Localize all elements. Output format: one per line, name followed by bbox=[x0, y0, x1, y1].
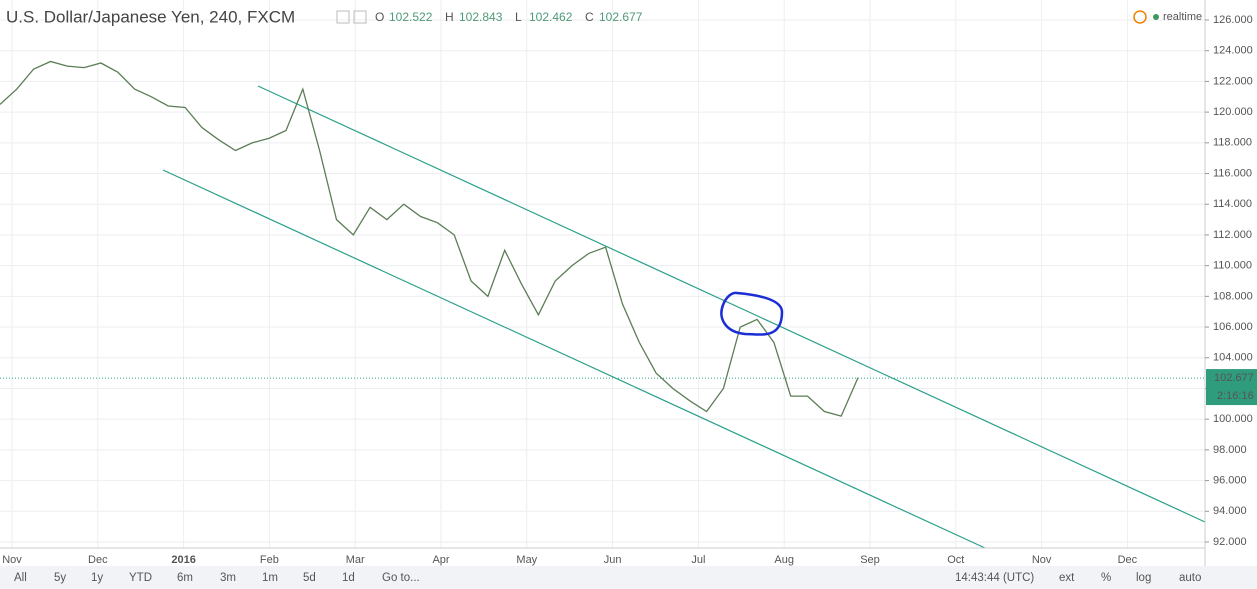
channel-upper bbox=[257, 85, 1206, 523]
price-line bbox=[0, 60, 859, 417]
ohlc-key: C bbox=[585, 10, 594, 24]
y-tick-label: 126.000 bbox=[1213, 14, 1253, 26]
y-tick-label: 98.000 bbox=[1213, 444, 1247, 456]
ohlc-value: 102.677 bbox=[599, 10, 643, 24]
status-dot bbox=[1153, 14, 1159, 20]
y-tick-label: 94.000 bbox=[1213, 505, 1247, 517]
y-tick-label: 104.000 bbox=[1213, 352, 1253, 364]
x-tick-label: Nov bbox=[1032, 554, 1052, 566]
x-tick-label: Oct bbox=[947, 554, 964, 566]
x-tick-label: Feb bbox=[260, 554, 279, 566]
ohlc-value: 102.843 bbox=[459, 10, 503, 24]
x-tick-label: Aug bbox=[774, 554, 794, 566]
ohlc-value: 102.522 bbox=[389, 10, 433, 24]
y-tick-label: 112.000 bbox=[1213, 229, 1252, 241]
y-tick-label: 124.000 bbox=[1213, 45, 1253, 57]
y-tick-label: 122.000 bbox=[1213, 75, 1253, 87]
x-tick-label: May bbox=[516, 554, 537, 566]
countdown: 2:16:16 bbox=[1217, 390, 1254, 402]
channel-lower bbox=[162, 169, 986, 549]
range-button[interactable]: 3m bbox=[220, 572, 236, 584]
y-tick-label: 114.000 bbox=[1213, 198, 1252, 210]
toolbar-buttons: All 5y 1y YTD 6m 3m 1m 5d 1d Go to... ext% log auto bbox=[14, 572, 1201, 584]
scale-button[interactable]: % bbox=[1101, 572, 1111, 584]
icon[interactable] bbox=[336, 10, 350, 24]
x-tick-label: 2016 bbox=[171, 554, 195, 566]
ohlc-key: O bbox=[375, 10, 384, 24]
x-tick-label: Sep bbox=[860, 554, 880, 566]
ohlc-key: H bbox=[445, 10, 454, 24]
range-button[interactable]: 1d bbox=[342, 572, 355, 584]
y-tick-label: 100.000 bbox=[1213, 413, 1253, 425]
range-button[interactable]: 1y bbox=[91, 572, 103, 584]
y-tick-label: 106.000 bbox=[1213, 321, 1253, 333]
clock: 14:43:44 (UTC) bbox=[955, 572, 1034, 584]
y-tick-label: 116.000 bbox=[1213, 167, 1252, 179]
scale-button[interactable]: auto bbox=[1179, 572, 1201, 584]
toolbar bbox=[0, 566, 1257, 589]
x-tick-label: Nov bbox=[2, 554, 22, 566]
range-button[interactable]: 5y bbox=[54, 572, 66, 584]
range-button[interactable]: Go to... bbox=[382, 572, 420, 584]
range-button[interactable]: 5d bbox=[303, 572, 316, 584]
range-button[interactable]: 1m bbox=[262, 572, 278, 584]
scale-button[interactable]: ext bbox=[1059, 572, 1075, 584]
axes: 92.00094.00096.00098.000100.000102.00010… bbox=[2, 14, 1257, 566]
icon[interactable] bbox=[353, 10, 367, 24]
marks bbox=[0, 60, 1205, 417]
x-tick-label: Apr bbox=[432, 554, 449, 566]
ohlc: O 102.522 H 102.843 L 102.462 C 102.677 bbox=[375, 10, 643, 24]
y-tick-label: 118.000 bbox=[1213, 137, 1252, 149]
highlight-circle bbox=[720, 291, 784, 336]
x-tick-label: Jun bbox=[604, 554, 622, 566]
last-price-box bbox=[1206, 369, 1257, 406]
last-price-label: 102.677 bbox=[1214, 372, 1254, 384]
y-tick-label: 120.000 bbox=[1213, 106, 1253, 118]
x-tick-label: Mar bbox=[346, 554, 365, 566]
x-tick-label: Dec bbox=[88, 554, 108, 566]
x-tick-label: Dec bbox=[1118, 554, 1138, 566]
alert-icon[interactable] bbox=[1133, 10, 1147, 24]
range-button[interactable]: 6m bbox=[177, 572, 193, 584]
y-tick-label: 108.000 bbox=[1213, 290, 1253, 302]
status: realtime bbox=[1163, 11, 1202, 23]
y-tick-label: 110.000 bbox=[1213, 260, 1252, 272]
chart-title: U.S. Dollar/Japanese Yen, 240, FXCM bbox=[6, 7, 295, 26]
scale-button[interactable]: log bbox=[1136, 572, 1151, 584]
y-tick-label: 92.000 bbox=[1213, 536, 1247, 548]
ohlc-value: 102.462 bbox=[529, 10, 573, 24]
x-tick-label: Jul bbox=[691, 554, 705, 566]
y-tick-label: 96.000 bbox=[1213, 474, 1247, 486]
range-button[interactable]: All bbox=[14, 572, 27, 584]
ohlc-key: L bbox=[515, 10, 522, 24]
grid bbox=[0, 0, 1205, 548]
range-button[interactable]: YTD bbox=[129, 572, 152, 584]
